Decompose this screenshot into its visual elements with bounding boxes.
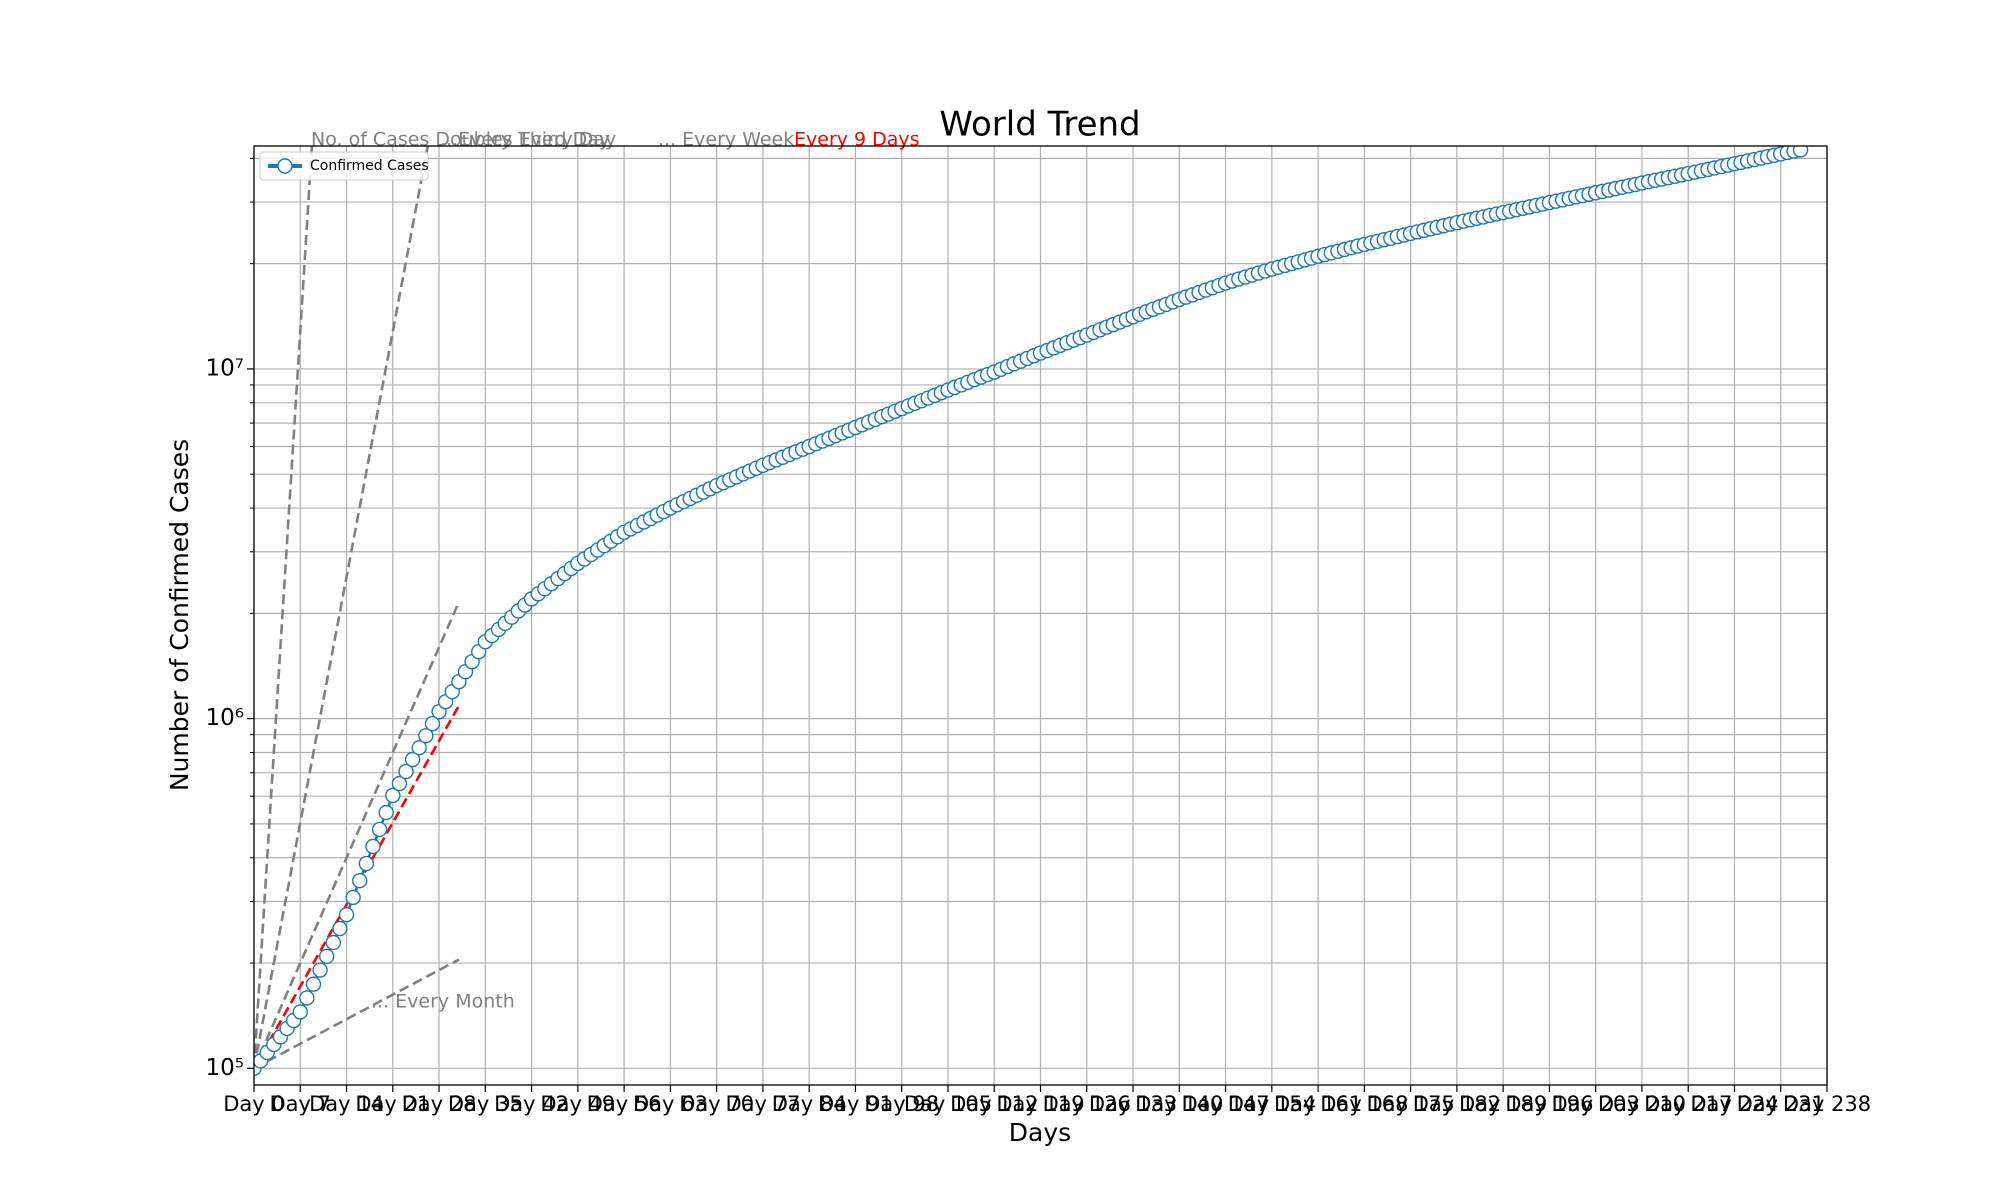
x-tick-label: Day 112: [950, 1092, 1038, 1116]
data-point: [312, 962, 328, 978]
data-point: [338, 906, 355, 923]
x-tick-label: Day 49: [540, 1092, 615, 1116]
x-tick-label: Day 28: [402, 1092, 477, 1116]
data-point: [411, 739, 427, 756]
x-tick-label: Day 203: [1552, 1092, 1640, 1116]
x-tick-label: Day 70: [679, 1092, 754, 1116]
doubling-line: [254, 601, 461, 1069]
legend-box: [259, 151, 429, 181]
y-tick-label: 10⁵: [206, 1055, 245, 1081]
x-tick-label: Day 126: [1043, 1092, 1131, 1116]
doubling-label: No. of Cases Doubles Every Day: [311, 129, 616, 151]
x-tick-label: Day 210: [1598, 1092, 1686, 1116]
data-point: [299, 990, 315, 1006]
data-point: [365, 838, 381, 855]
x-tick-label: Day 7: [270, 1092, 332, 1116]
data-point: [424, 716, 441, 732]
x-tick-label: Day 147: [1181, 1092, 1269, 1116]
data-point: [358, 855, 375, 872]
plot-frame: [253, 145, 1828, 1086]
x-tick-label: Day 224: [1690, 1092, 1778, 1116]
data-point: [418, 727, 434, 744]
doubling-label: ... Every Week: [658, 129, 794, 151]
doubling-line: [254, 705, 461, 1069]
x-tick-label: Day 14: [309, 1092, 384, 1116]
data-point: [391, 775, 408, 792]
x-tick-label: Day 35: [448, 1092, 523, 1116]
x-tick-label: Day 217: [1644, 1092, 1732, 1116]
doubling-label: ... Every Month: [371, 991, 515, 1013]
data-point: [305, 976, 322, 992]
data-point: [332, 920, 348, 937]
x-tick-label: Day 196: [1505, 1092, 1593, 1116]
x-tick-label: Day 105: [904, 1092, 992, 1116]
x-tick-label: Day 231: [1737, 1092, 1825, 1116]
x-tick-label: Day 189: [1459, 1092, 1547, 1116]
x-tick-label: Day 119: [996, 1092, 1084, 1116]
y-axis-label: Number of Confirmed Cases: [165, 439, 194, 791]
y-tick-label: 10⁶: [206, 705, 245, 731]
data-point: [345, 889, 361, 906]
data-point: [378, 804, 394, 821]
x-tick-label: Day 238: [1783, 1092, 1871, 1116]
doubling-label: Every 9 Days: [794, 129, 920, 151]
x-tick-label: Day 0: [223, 1092, 285, 1116]
x-tick-label: Day 182: [1413, 1092, 1501, 1116]
x-tick-label: Day 77: [725, 1092, 800, 1116]
doubling-label: ...Every Third Day: [440, 129, 610, 151]
x-axis-label: Days: [1009, 1118, 1071, 1147]
data-point: [398, 763, 414, 780]
x-tick-label: Day 168: [1320, 1092, 1408, 1116]
data-point: [1792, 146, 1809, 158]
data-point: [319, 948, 335, 965]
doubling-line: [254, 146, 314, 1069]
data-point: [404, 751, 421, 768]
x-tick-label: Day 133: [1089, 1092, 1177, 1116]
x-tick-label: Day 175: [1367, 1092, 1455, 1116]
x-tick-label: Day 161: [1274, 1092, 1362, 1116]
x-tick-label: Day 154: [1228, 1092, 1316, 1116]
data-point: [325, 934, 342, 951]
x-tick-label: Day 98: [864, 1092, 939, 1116]
y-tick-label: 10⁷: [206, 355, 245, 381]
x-tick-label: Day 42: [494, 1092, 569, 1116]
data-point: [352, 872, 368, 889]
data-point: [371, 821, 388, 838]
x-tick-label: Day 140: [1135, 1092, 1223, 1116]
x-tick-label: Day 63: [633, 1092, 708, 1116]
x-tick-label: Day 56: [587, 1092, 662, 1116]
series: [254, 146, 1809, 1077]
data-point: [292, 1004, 308, 1020]
legend-marker: [277, 158, 293, 174]
x-tick-label: Day 84: [772, 1092, 847, 1116]
doubling-line: [254, 958, 460, 1070]
x-tick-label: Day 91: [818, 1092, 893, 1116]
x-tick-label: Day 21: [355, 1092, 430, 1116]
chart-title: World Trend: [939, 105, 1140, 145]
legend-label: Confirmed Cases: [310, 158, 429, 174]
data-point: [385, 787, 401, 804]
